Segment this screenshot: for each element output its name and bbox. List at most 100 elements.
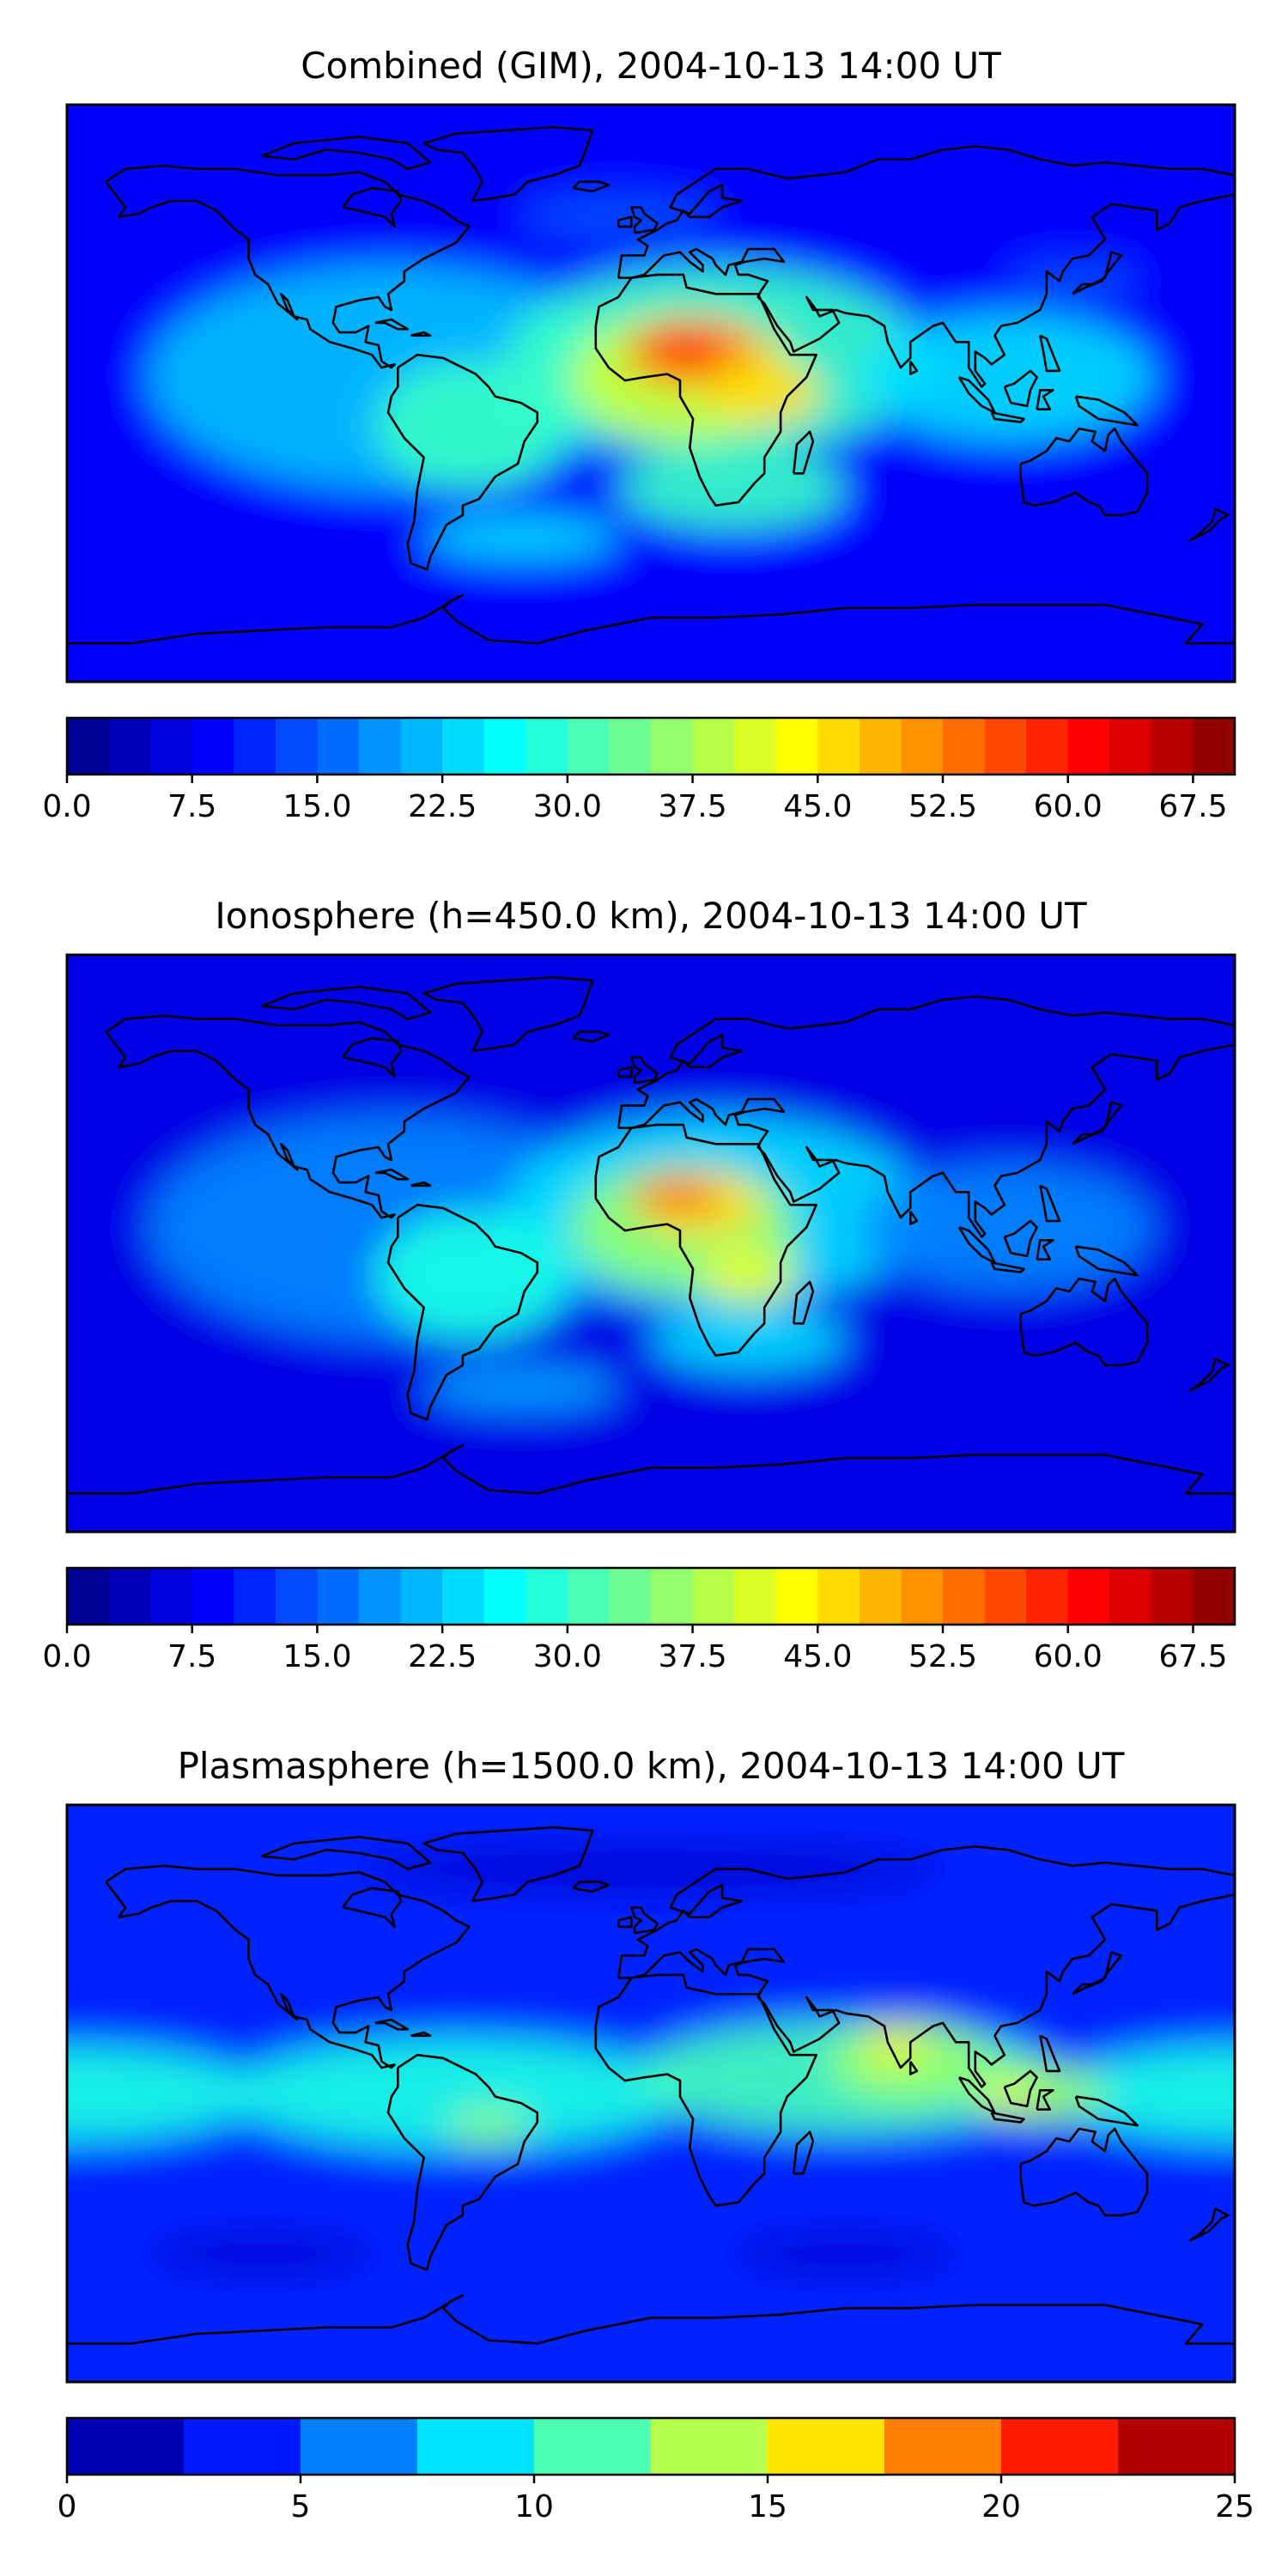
coastline-path	[1036, 1239, 1054, 1261]
coastline-path	[908, 1210, 919, 1225]
colorbar-tick-label: 22.5	[408, 1639, 477, 1674]
colorbar-tick-label: 0	[58, 2489, 77, 2524]
colorbar-segment	[317, 1568, 360, 1625]
colorbar-tick-label: 20	[981, 2489, 1021, 2524]
colorbar-segment	[651, 2418, 769, 2475]
tec-contour	[67, 2045, 262, 2142]
colorbar-tick-label: 25	[1215, 2489, 1255, 2524]
coastline-path	[1074, 1245, 1139, 1277]
coastline-path	[1019, 427, 1149, 517]
map-frame	[65, 953, 1236, 1534]
tec-contour	[1056, 2045, 1235, 2142]
colorbar-segment	[108, 1568, 151, 1625]
coastline-path	[1039, 1184, 1061, 1223]
colorbar-segment	[534, 2418, 652, 2475]
coastline-path	[1036, 2089, 1054, 2111]
coastline-path	[67, 593, 1235, 663]
coastline-path	[342, 1886, 403, 1929]
coastline-path	[105, 1014, 471, 1219]
coastline-path	[1019, 1277, 1149, 1367]
colorbar-segment	[734, 1568, 777, 1625]
coastline-path	[410, 1181, 432, 1188]
coastlines	[67, 975, 1235, 1513]
colorbar-segment	[859, 1568, 902, 1625]
colorbar-segment	[775, 1568, 818, 1625]
coastline-path	[1036, 389, 1054, 410]
coastline-path	[1003, 2069, 1038, 2108]
colorbar-segment	[943, 1568, 986, 1625]
colorbar-segment	[275, 718, 319, 775]
coastline-path	[617, 1916, 633, 1929]
colorbar-segment	[184, 2418, 301, 2475]
panel-combined: Combined (GIM), 2004-10-13 14:00 UT 0.0 7…	[42, 45, 1236, 824]
coastline-path	[105, 1864, 471, 2069]
colorbar: 0 5 10 15 20 25	[58, 2416, 1255, 2524]
tec-contour	[423, 1364, 619, 1411]
colorbar-tick-label: 67.5	[1158, 789, 1227, 824]
coastline-path	[67, 1443, 1235, 1513]
coastlines	[67, 1826, 1235, 2363]
tec-contour	[708, 361, 822, 426]
colorbar-segment	[526, 718, 568, 775]
coastline-path	[630, 1056, 659, 1084]
colorbar-tick-label: 10	[514, 2489, 554, 2524]
coastline-path	[908, 2060, 919, 2075]
coastline-path	[67, 2293, 1235, 2363]
tec-contour	[631, 1176, 723, 1215]
coastline-path	[342, 186, 403, 228]
coastline-path	[990, 2111, 1025, 2123]
colorbar-segment	[234, 718, 276, 775]
coastline-path	[342, 1036, 403, 1078]
colorbar-segment	[901, 1568, 944, 1625]
colorbar-segment	[442, 1568, 485, 1625]
colorbar-segment	[609, 1568, 652, 1625]
colorbar-segment	[1151, 718, 1194, 775]
tec-contour	[865, 2029, 924, 2062]
colorbar-segment	[1109, 1568, 1152, 1625]
panel-plasmasphere: Plasmasphere (h=1500.0 km), 2004-10-13 1…	[58, 1745, 1255, 2524]
coastline-path	[1072, 1101, 1123, 1145]
tec-contour	[520, 194, 716, 240]
colorbar-segment	[317, 718, 360, 775]
coastline-path	[1039, 334, 1061, 373]
colorbar-segment	[817, 718, 860, 775]
tec-contour	[861, 1163, 1154, 1292]
colorbar-tick-label: 15.0	[283, 789, 351, 824]
coastline-path	[410, 331, 432, 337]
coastline-path	[630, 1906, 659, 1935]
coastline-path	[990, 411, 1025, 423]
coastline-path	[374, 1168, 409, 1181]
tec-contour	[359, 1844, 943, 1893]
colorbar-tick-label: 52.5	[908, 789, 977, 824]
colorbar-tick-label: 60.0	[1034, 789, 1103, 824]
colorbar-segment	[1109, 718, 1152, 775]
colorbar-segment	[1118, 2418, 1236, 2475]
colorbar-segment	[1151, 1568, 1194, 1625]
coastline-path	[105, 164, 471, 369]
tec-contour	[228, 2037, 683, 2150]
colorbar-segment	[417, 2418, 535, 2475]
colorbar-tick-label: 52.5	[908, 1639, 977, 1674]
colorbar-segment	[609, 718, 652, 775]
map-area	[67, 105, 1235, 682]
colorbar: 0.0 7.5 15.0 22.5 30.0 37.5 45.0 52.5 60.0 67.5	[42, 1566, 1236, 1674]
colorbar-segment	[301, 2418, 418, 2475]
coastline-path	[617, 145, 1235, 388]
coastline-path	[792, 1280, 815, 1325]
colorbar-segment	[901, 718, 944, 775]
coastline-path	[1188, 507, 1230, 542]
colorbar-segment	[359, 1568, 402, 1625]
colorbar-tick-label: 22.5	[408, 789, 477, 824]
colorbar-tick-label: 15.0	[283, 1639, 351, 1674]
colorbar-segment	[234, 1568, 276, 1625]
tec-contour	[447, 2109, 530, 2142]
colorbar-segment	[67, 718, 110, 775]
colorbar-segment	[775, 718, 818, 775]
coastline-path	[630, 206, 659, 234]
colorbar-tick-label: 7.5	[167, 1639, 216, 1674]
colorbar-segment	[483, 718, 526, 775]
colorbar-segment	[150, 1568, 193, 1625]
coastline-path	[374, 2018, 409, 2031]
colorbar-segment	[400, 1568, 443, 1625]
coastline-path	[572, 1880, 611, 1893]
